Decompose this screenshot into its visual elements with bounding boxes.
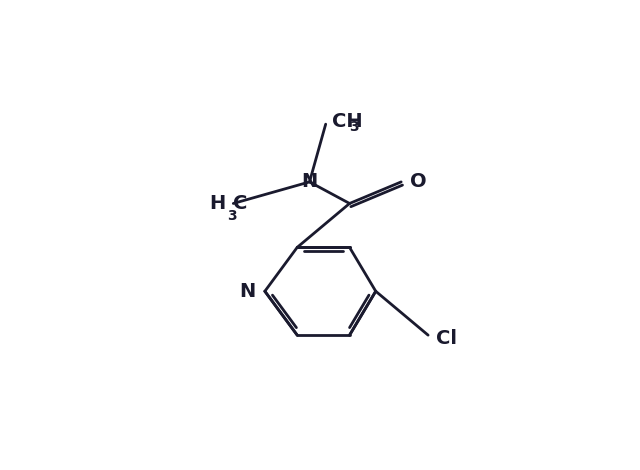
Text: O: O	[410, 172, 427, 191]
Text: N: N	[301, 172, 317, 191]
Text: H: H	[209, 194, 225, 213]
Text: N: N	[239, 282, 255, 301]
Text: 3: 3	[227, 209, 237, 223]
Text: C: C	[234, 194, 248, 213]
Text: 3: 3	[349, 120, 358, 134]
Text: Cl: Cl	[436, 329, 457, 348]
Text: CH: CH	[332, 111, 362, 131]
